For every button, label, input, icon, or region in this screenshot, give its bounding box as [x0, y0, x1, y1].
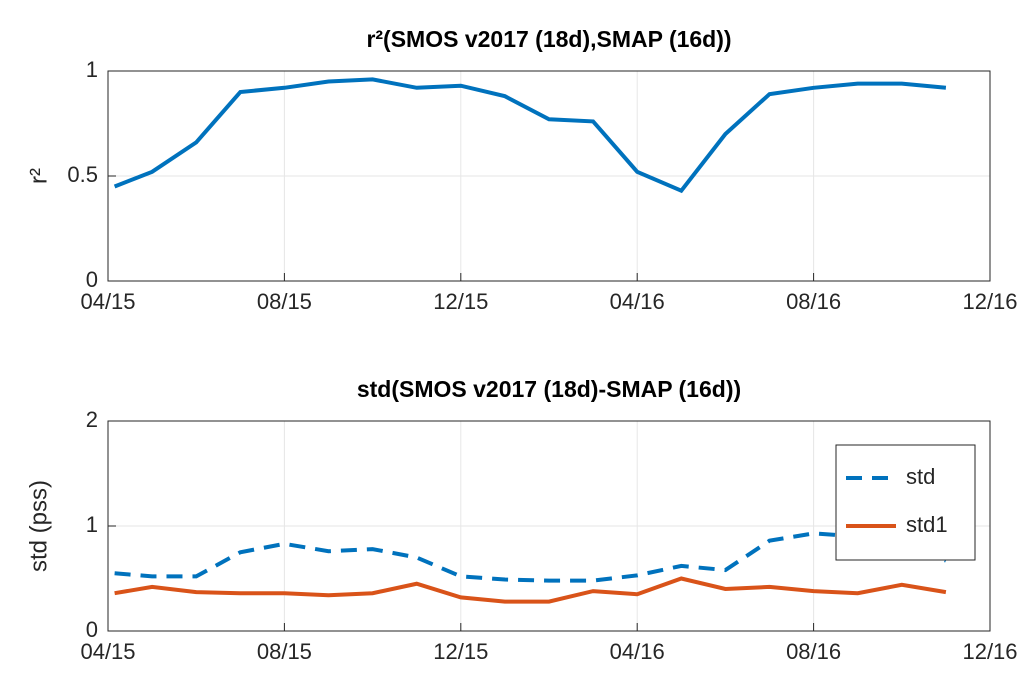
- x-tick-label: 08/16: [786, 639, 841, 664]
- data-line: [114, 531, 947, 583]
- y-tick-label: 0: [86, 267, 98, 292]
- data-line: [113, 77, 947, 194]
- x-tick-label: 08/16: [786, 289, 841, 314]
- y-tick-label: 1: [86, 512, 98, 537]
- x-tick-label: 08/15: [257, 639, 312, 664]
- chart-title: std(SMOS v2017 (18d)-SMAP (16d)): [357, 376, 741, 402]
- y-tick-label: 1: [86, 57, 98, 82]
- legend-box: [835, 444, 976, 561]
- y-axis-label: std (pss): [25, 480, 52, 572]
- x-tick-label: 12/16: [962, 289, 1017, 314]
- plot-frame: [107, 70, 991, 282]
- x-tick-label: 04/15: [80, 289, 135, 314]
- y-tick-label: 0: [86, 617, 98, 642]
- y-axis-label: r²: [25, 168, 52, 184]
- x-tick-label: 04/16: [610, 639, 665, 664]
- data-line: [114, 576, 947, 604]
- x-tick-label: 04/16: [610, 289, 665, 314]
- x-tick-label: 08/15: [257, 289, 312, 314]
- x-tick-label: 12/15: [433, 289, 488, 314]
- x-tick-label: 12/16: [962, 639, 1017, 664]
- x-tick-label: 12/15: [433, 639, 488, 664]
- y-tick-label: 2: [86, 407, 98, 432]
- chart-title: r²(SMOS v2017 (18d),SMAP (16d)): [366, 26, 731, 52]
- y-tick-label: 0.5: [67, 162, 98, 187]
- x-tick-label: 04/15: [80, 639, 135, 664]
- legend-label: std1: [906, 512, 948, 537]
- legend-label: std: [906, 464, 935, 489]
- plot-frame: [107, 420, 991, 632]
